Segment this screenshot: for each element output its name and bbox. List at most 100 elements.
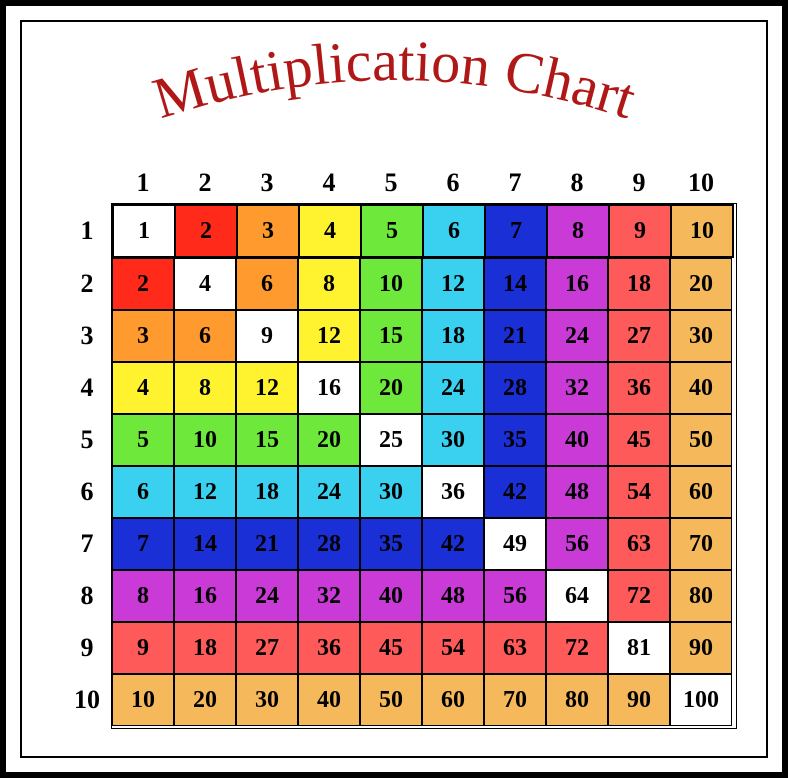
cell-2-6: 12 [422, 258, 484, 310]
cell-3-4: 12 [298, 310, 360, 362]
cell-6-7: 42 [484, 466, 546, 518]
column-headers: 12345678910 [112, 162, 734, 204]
cell-5-1: 5 [112, 414, 174, 466]
cell-3-9: 27 [608, 310, 670, 362]
row-header-5: 5 [62, 414, 112, 466]
cell-4-7: 28 [484, 362, 546, 414]
cell-3-10: 30 [670, 310, 732, 362]
cell-5-3: 15 [236, 414, 298, 466]
cell-9-8: 72 [546, 622, 608, 674]
cell-2-10: 20 [670, 258, 732, 310]
cell-9-3: 27 [236, 622, 298, 674]
cell-1-9: 9 [609, 205, 671, 257]
cell-8-6: 48 [422, 570, 484, 622]
chart-title: Multiplication Chart [22, 40, 766, 155]
cell-9-4: 36 [298, 622, 360, 674]
cell-8-2: 16 [174, 570, 236, 622]
cell-3-6: 18 [422, 310, 484, 362]
cell-10-4: 40 [298, 674, 360, 726]
row-header-1: 1 [62, 205, 112, 257]
title-text: Multiplication Chart [146, 40, 644, 131]
cell-9-1: 9 [112, 622, 174, 674]
cell-9-2: 18 [174, 622, 236, 674]
table-row: 99182736455463728190 [62, 622, 734, 674]
cell-3-5: 15 [360, 310, 422, 362]
cell-2-7: 14 [484, 258, 546, 310]
table-row: 336912151821242730 [62, 310, 734, 362]
cell-9-5: 45 [360, 622, 422, 674]
cell-7-10: 70 [670, 518, 732, 570]
cell-5-7: 35 [484, 414, 546, 466]
cell-7-1: 7 [112, 518, 174, 570]
cell-5-10: 50 [670, 414, 732, 466]
cell-3-7: 21 [484, 310, 546, 362]
row-header-8: 8 [62, 570, 112, 622]
row-header-2: 2 [62, 258, 112, 310]
cell-8-8: 64 [546, 570, 608, 622]
row-header-6: 6 [62, 466, 112, 518]
cell-8-7: 56 [484, 570, 546, 622]
table-row: 88162432404856647280 [62, 570, 734, 622]
col-header-9: 9 [608, 162, 670, 204]
cell-7-6: 42 [422, 518, 484, 570]
multiplication-grid: 12345678910 1123456789102246810121416182… [62, 162, 734, 726]
cell-4-8: 32 [546, 362, 608, 414]
cell-9-7: 63 [484, 622, 546, 674]
table-row: 77142128354249566370 [62, 518, 734, 570]
col-header-6: 6 [422, 162, 484, 204]
cell-4-5: 20 [360, 362, 422, 414]
cell-5-9: 45 [608, 414, 670, 466]
col-header-10: 10 [670, 162, 732, 204]
cell-10-7: 70 [484, 674, 546, 726]
cell-2-3: 6 [236, 258, 298, 310]
table-row: 55101520253035404550 [62, 414, 734, 466]
svg-text:Multiplication Chart: Multiplication Chart [146, 40, 644, 131]
inner-frame: Multiplication Chart 12345678910 1123456… [20, 20, 768, 758]
col-header-2: 2 [174, 162, 236, 204]
cell-1-3: 3 [237, 205, 299, 257]
row-header-7: 7 [62, 518, 112, 570]
col-header-3: 3 [236, 162, 298, 204]
cell-8-9: 72 [608, 570, 670, 622]
cell-10-6: 60 [422, 674, 484, 726]
cell-6-9: 54 [608, 466, 670, 518]
cell-4-6: 24 [422, 362, 484, 414]
cell-9-9: 81 [608, 622, 670, 674]
cell-6-3: 18 [236, 466, 298, 518]
cell-6-5: 30 [360, 466, 422, 518]
cell-2-9: 18 [608, 258, 670, 310]
cell-6-6: 36 [422, 466, 484, 518]
row-header-10: 10 [62, 674, 112, 726]
cell-1-10: 10 [671, 205, 733, 257]
cell-7-3: 21 [236, 518, 298, 570]
cell-8-10: 80 [670, 570, 732, 622]
table-row: 66121824303642485460 [62, 466, 734, 518]
cell-8-3: 24 [236, 570, 298, 622]
cell-2-2: 4 [174, 258, 236, 310]
cell-5-8: 40 [546, 414, 608, 466]
col-header-4: 4 [298, 162, 360, 204]
cell-4-9: 36 [608, 362, 670, 414]
cell-7-4: 28 [298, 518, 360, 570]
cell-5-5: 25 [360, 414, 422, 466]
cell-4-1: 4 [112, 362, 174, 414]
cell-9-6: 54 [422, 622, 484, 674]
cell-1-1: 1 [113, 205, 175, 257]
cell-10-9: 90 [608, 674, 670, 726]
cell-6-1: 6 [112, 466, 174, 518]
cell-5-2: 10 [174, 414, 236, 466]
cell-10-1: 10 [112, 674, 174, 726]
col-header-8: 8 [546, 162, 608, 204]
table-row: 112345678910 [62, 204, 734, 258]
cell-2-8: 16 [546, 258, 608, 310]
table-row: 22468101214161820 [62, 258, 734, 310]
grid-rows: 1123456789102246810121416182033691215182… [62, 204, 734, 726]
cell-1-4: 4 [299, 205, 361, 257]
cell-3-2: 6 [174, 310, 236, 362]
col-header-1: 1 [112, 162, 174, 204]
cell-1-2: 2 [175, 205, 237, 257]
row-header-4: 4 [62, 362, 112, 414]
cell-10-5: 50 [360, 674, 422, 726]
cell-8-1: 8 [112, 570, 174, 622]
cell-6-8: 48 [546, 466, 608, 518]
